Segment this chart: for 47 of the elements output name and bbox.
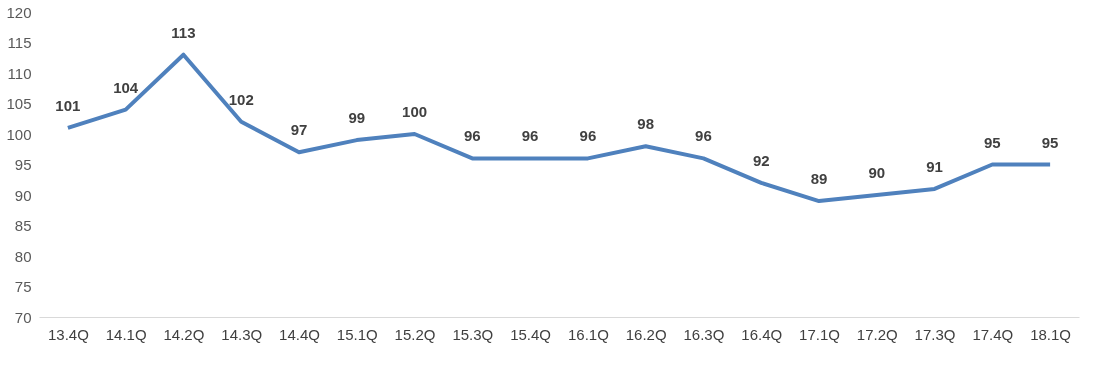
x-tick-label: 17.2Q — [856, 325, 898, 343]
x-tick-label: 18.1Q — [1030, 325, 1072, 343]
data-label: 98 — [637, 115, 655, 133]
x-tick-label: 17.4Q — [972, 325, 1014, 343]
x-tick-label: 14.1Q — [105, 325, 147, 343]
data-label: 92 — [752, 151, 770, 169]
x-tick-label: 16.4Q — [741, 325, 783, 343]
y-tick-label: 70 — [14, 308, 32, 326]
data-label: 95 — [983, 133, 1001, 151]
data-label: 97 — [290, 121, 308, 139]
data-label: 96 — [521, 127, 539, 145]
data-label: 102 — [228, 90, 254, 108]
x-tick-label: 15.3Q — [452, 325, 494, 343]
x-tick-label: 14.4Q — [279, 325, 320, 343]
data-label: 113 — [171, 23, 196, 41]
data-label: 101 — [55, 96, 81, 114]
y-tick-label: 95 — [14, 156, 32, 173]
x-tick-label: 14.2Q — [163, 325, 205, 343]
x-tick-label: 16.2Q — [625, 325, 667, 343]
data-label: 104 — [113, 78, 139, 96]
data-label: 96 — [579, 127, 597, 145]
y-tick-label: 85 — [14, 217, 32, 234]
data-label: 95 — [1041, 133, 1059, 151]
y-tick-label: 80 — [14, 247, 32, 265]
y-tick-label: 75 — [14, 278, 32, 295]
data-label: 89 — [810, 170, 828, 188]
data-label: 90 — [868, 164, 886, 181]
y-tick-label: 90 — [14, 186, 32, 204]
y-tick-label: 105 — [6, 95, 32, 112]
y-tick-label: 110 — [7, 64, 32, 82]
data-label: 99 — [348, 109, 366, 127]
data-label: 96 — [695, 127, 712, 145]
x-tick-label: 16.3Q — [683, 325, 725, 343]
x-tick-label: 13.4Q — [47, 325, 89, 343]
x-tick-label: 15.1Q — [336, 325, 378, 343]
data-label: 96 — [463, 127, 481, 145]
data-label: 100 — [402, 103, 428, 120]
x-tick-label: 16.1Q — [567, 325, 609, 343]
y-tick-label: 120 — [6, 3, 32, 21]
y-tick-label: 100 — [6, 125, 32, 143]
data-label: 91 — [926, 157, 943, 175]
x-tick-label: 17.1Q — [799, 325, 840, 343]
y-tick-label: 115 — [7, 34, 32, 51]
x-tick-label: 14.3Q — [221, 325, 263, 343]
x-tick-label: 15.2Q — [394, 325, 436, 343]
x-tick-label: 17.3Q — [914, 325, 956, 343]
x-tick-label: 15.4Q — [510, 325, 552, 343]
